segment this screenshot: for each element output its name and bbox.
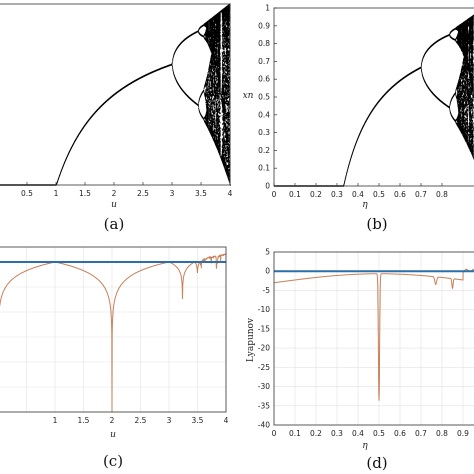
x-tick-label-a: 3.5: [195, 189, 207, 198]
y-tick-label-b: 0.7: [258, 57, 270, 66]
y-tick-label-b: 0.3: [258, 128, 270, 137]
caption-b: (b): [366, 215, 387, 233]
lyapunov-line-c: [0, 253, 227, 413]
plot-area-d: [273, 268, 474, 401]
x-tick-label-a: 1: [54, 189, 59, 198]
x-tick-label-a: 4: [228, 189, 233, 198]
x-tick-label-b: 0.2: [310, 190, 322, 199]
panel-d: 0 0.1 0.2 0.3 0.4 0.5 0.6 0.7 0.8 0.9 5 0 -5 -10 -15 -…: [246, 248, 474, 472]
panel-b: 0 0.1 0.2 0.3 0.4 0.5 0.6 0.7 0.8 00.10.20.30.40…: [243, 4, 474, 233]
x-tick-label-c: 4: [224, 416, 229, 425]
y-ticks-d: 5 0 -5 -10 -15 -20 -25 -30 -35 -40: [258, 248, 270, 430]
bifurcation-points-b: [274, 14, 474, 187]
y-tick-label-b: 0.1: [258, 164, 270, 173]
y-tick-label-d: -20: [258, 344, 270, 353]
x-tick-label-b: 0.1: [289, 190, 301, 199]
x-tick-label-a: 0: [0, 189, 1, 198]
x-tick-label-d: 0.8: [436, 429, 448, 438]
bifurcation-points-a: [0, 3, 231, 186]
y-ticks-b: 0 0.1 0.2 0.3 0.4 0.5 0.6 0.7 0.8 0.9 1: [258, 4, 277, 191]
caption-c: (c): [103, 452, 123, 470]
y-tick-label-b: 0: [265, 182, 270, 191]
x-tick-label-c: 2.5: [135, 416, 147, 425]
plot-area-c: [0, 253, 227, 413]
xlabel-d: η: [362, 441, 368, 451]
plot-area-a: [0, 3, 231, 186]
xlabel-a: u: [111, 200, 117, 210]
ylabel-b: xn: [243, 91, 254, 101]
x-tick-label-a: 2: [112, 189, 117, 198]
caption-d: (d): [366, 454, 387, 472]
x-tick-label-d: 0.5: [373, 429, 385, 438]
x-tick-label-b: 0: [272, 190, 277, 199]
x-tick-label-d: 0.3: [331, 429, 343, 438]
x-tick-label-a: 1.5: [79, 189, 91, 198]
x-ticks-c: 1 1.5 2 2.5 3 3.5 4: [53, 416, 229, 425]
x-tick-label-b: 0.5: [373, 190, 385, 199]
x-tick-label-d: 0.6: [394, 429, 406, 438]
x-tick-label-b: 0.3: [331, 190, 343, 199]
x-tick-label-b: 0.4: [352, 190, 364, 199]
xlabel-b: η: [362, 200, 368, 210]
y-tick-label-d: -35: [258, 401, 270, 410]
grid-c: [0, 247, 227, 413]
x-tick-label-c: 2: [110, 416, 115, 425]
x-ticks-a: 0 0.5 1 1.5 2 2.5 3 3.5 4: [0, 182, 233, 198]
x-tick-label-d: 0.2: [310, 429, 322, 438]
x-tick-label-b: 0.8: [436, 190, 448, 199]
x-tick-label-c: 1: [53, 416, 58, 425]
lyapunov-line-d: [273, 268, 474, 401]
ylabel-d: Lyapunov: [246, 317, 256, 362]
x-ticks-d: 0 0.1 0.2 0.3 0.4 0.5 0.6 0.7 0.8 0.9: [272, 429, 470, 438]
y-tick-label-d: -25: [258, 363, 270, 372]
x-tick-label-c: 1.5: [78, 416, 90, 425]
x-tick-label-d: 0.9: [457, 429, 469, 438]
y-tick-label-d: -5: [263, 286, 271, 295]
x-ticks-b: 0 0.1 0.2 0.3 0.4 0.5 0.6 0.7 0.8: [272, 183, 448, 199]
axes-frame-c: [0, 246, 227, 413]
axes-frame-b: [273, 7, 474, 187]
x-tick-label-d: 0.7: [415, 429, 427, 438]
y-tick-label-d: -30: [258, 382, 270, 391]
x-tick-label-d: 0.1: [289, 429, 301, 438]
y-tick-label-b: 0.2: [258, 146, 270, 155]
x-tick-label-c: 3: [167, 416, 172, 425]
panel-c: 1 1.5 2 2.5 3 3.5 4 u (c): [0, 246, 229, 470]
y-tick-label-b: 0.5: [258, 93, 270, 102]
x-tick-label-a: 2.5: [137, 189, 149, 198]
y-tick-label-b: 0.8: [258, 39, 270, 48]
y-tick-label-d: -15: [258, 324, 270, 333]
x-tick-label-b: 0.6: [394, 190, 406, 199]
y-tick-label-d: -40: [258, 421, 270, 430]
y-tick-label-b: 0.6: [258, 75, 270, 84]
y-tick-label-b: 1: [265, 4, 270, 13]
xlabel-c: u: [110, 430, 116, 440]
x-tick-label-a: 0.5: [21, 189, 33, 198]
x-tick-label-a: 3: [170, 189, 175, 198]
caption-a: (a): [104, 215, 125, 233]
plot-area-b: [274, 14, 474, 187]
y-tick-label-d: -10: [258, 305, 270, 314]
axes-frame-d: [273, 251, 474, 426]
panel-a: 0 0.5 1 1.5 2 2.5 3 3.5 4 u (a): [0, 3, 233, 233]
x-tick-label-c: 3.5: [192, 416, 204, 425]
y-tick-label-d: 0: [265, 267, 270, 276]
x-tick-label-d: 0.4: [352, 429, 364, 438]
x-tick-label-d: 0: [272, 429, 277, 438]
y-tick-label-d: 5: [265, 248, 270, 257]
x-tick-label-b: 0.7: [415, 190, 427, 199]
y-tick-label-b: 0.9: [258, 21, 270, 30]
y-tick-label-b: 0.4: [258, 110, 270, 119]
